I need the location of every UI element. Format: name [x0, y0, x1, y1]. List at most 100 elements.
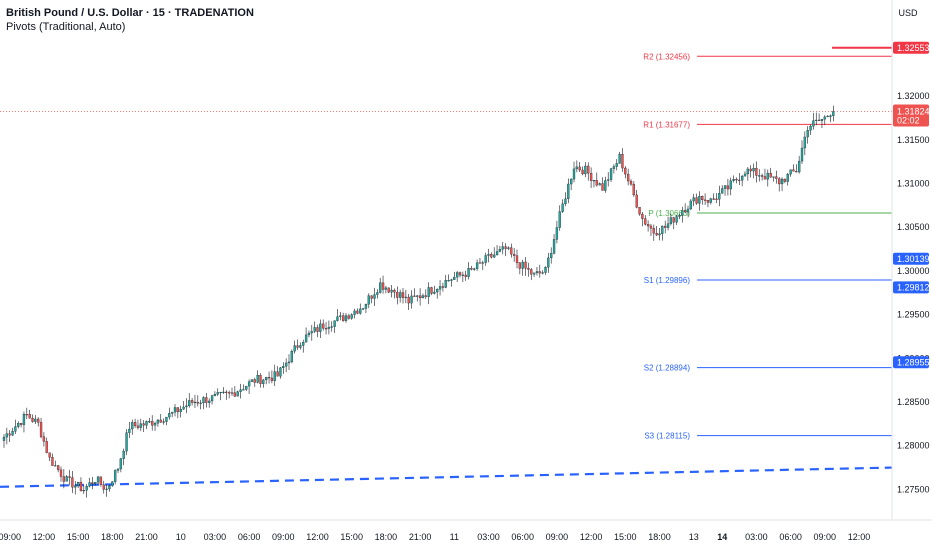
candle-body	[105, 488, 108, 490]
price-tick-label: 1.30500	[897, 222, 930, 232]
candle-body	[114, 470, 117, 482]
candle-body	[746, 168, 749, 175]
candle-body	[290, 350, 294, 363]
currency-label[interactable]: USD	[898, 8, 918, 18]
candle-body	[71, 477, 74, 488]
candle-body	[467, 268, 470, 277]
candle-body	[655, 233, 658, 236]
candle-body	[561, 203, 564, 212]
candle-body	[644, 218, 647, 225]
candle-body	[247, 381, 251, 387]
candle-body	[42, 436, 46, 442]
candle-body	[786, 173, 789, 182]
candle-body	[384, 287, 388, 290]
candle-body	[108, 485, 111, 490]
candle-body	[661, 225, 664, 234]
candle-body	[701, 196, 704, 201]
price-tick-label: 1.28500	[897, 397, 930, 407]
candle-body	[550, 253, 553, 259]
candle-body	[723, 185, 727, 189]
candle-body	[743, 173, 747, 177]
candle-body	[455, 272, 459, 278]
candle-body	[148, 421, 151, 423]
candle-body	[510, 247, 513, 255]
pivot-label-r2: R2 (1.32456)	[643, 52, 690, 61]
candle-body	[242, 389, 245, 391]
candle-body	[319, 323, 322, 332]
candle-body	[116, 468, 120, 471]
time-tick-label: 12:00	[848, 532, 871, 542]
candle-body	[336, 316, 339, 321]
candle-body	[666, 223, 670, 228]
candle-body	[749, 168, 752, 172]
time-tick-label: 21:00	[135, 532, 158, 542]
time-tick-label: 06:00	[779, 532, 802, 542]
candle-body	[387, 287, 390, 293]
candle-body	[484, 255, 487, 263]
candle-body	[507, 247, 510, 249]
candle-body	[433, 291, 436, 294]
candle-body	[418, 295, 422, 299]
price-tick-label: 1.28000	[897, 441, 930, 451]
candle-body	[703, 199, 707, 201]
candle-body	[541, 272, 544, 274]
candle-body	[458, 272, 462, 276]
candle-body	[800, 147, 804, 162]
candle-body	[604, 180, 607, 191]
candle-body	[461, 274, 465, 276]
time-tick-label: 12:00	[33, 532, 56, 542]
candle-body	[341, 315, 345, 321]
candle-body	[162, 421, 165, 423]
time-tick-label: 09:00	[272, 532, 295, 542]
candle-body	[438, 286, 442, 290]
candle-body	[450, 279, 453, 281]
symbol-title[interactable]: British Pound / U.S. Dollar · 15 · TRADE…	[6, 7, 254, 19]
candle-body	[233, 392, 237, 397]
candle-body	[353, 310, 356, 315]
candle-body	[76, 481, 80, 486]
candle-body	[239, 389, 242, 392]
candle-body	[276, 371, 279, 377]
candle-body	[775, 176, 778, 179]
candle-body	[213, 394, 217, 396]
candle-body	[51, 457, 54, 466]
candle-body	[826, 115, 829, 118]
dashed-trendline	[0, 466, 893, 488]
candle-body	[304, 334, 308, 343]
candle-body	[279, 367, 282, 377]
candle-body	[504, 246, 507, 249]
indicator-name[interactable]: Pivots (Traditional, Auto)	[6, 21, 126, 33]
time-tick-label: 03:00	[477, 532, 500, 542]
candle-body	[493, 254, 496, 258]
time-tick-label: 09:00	[0, 532, 21, 542]
candle-body	[322, 323, 325, 329]
candle-body	[225, 391, 228, 393]
candle-body	[612, 166, 616, 169]
candle-body	[587, 165, 590, 174]
candle-body	[282, 366, 285, 368]
time-tick-label: 10	[176, 532, 186, 542]
candle-body	[267, 377, 271, 379]
candle-body	[330, 326, 333, 328]
candle-body	[646, 224, 650, 227]
candle-body	[88, 482, 91, 487]
candle-body	[344, 315, 348, 321]
candle-body	[832, 111, 835, 116]
candle-body	[524, 261, 527, 269]
current-price-badge	[893, 104, 929, 127]
candle-body	[686, 208, 690, 213]
candle-body	[735, 179, 738, 181]
candle-body	[769, 172, 772, 178]
candle-body	[401, 292, 405, 298]
price-badge-label: 1.29812	[897, 282, 930, 292]
candle-body	[806, 130, 809, 138]
candle-body	[393, 289, 396, 293]
candle-body	[68, 476, 71, 478]
candle-body	[658, 233, 661, 236]
candle-body	[404, 296, 408, 298]
candle-body	[398, 292, 402, 298]
candle-body	[347, 315, 351, 319]
candle-body	[515, 255, 519, 263]
price-badge-label: 1.28955	[897, 357, 930, 367]
